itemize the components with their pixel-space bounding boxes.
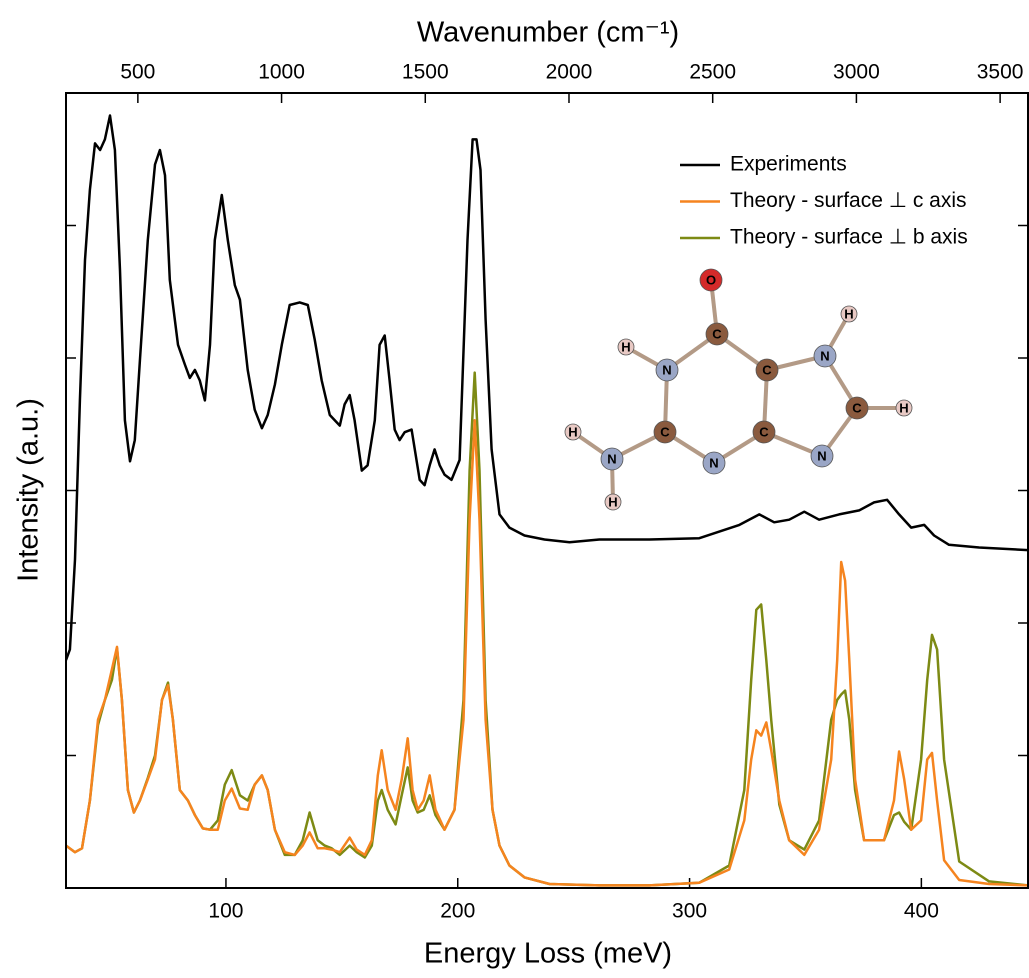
plot-frame: [66, 93, 1028, 888]
atom-label: N: [817, 448, 826, 463]
legend-label: Theory - surface ⊥ b axis: [730, 226, 968, 249]
molecule: O C N H C N H H N C C N H C H N: [565, 269, 912, 510]
atom-label: C: [712, 326, 722, 341]
atom-label: N: [662, 362, 671, 377]
top-tick-label: 3500: [977, 61, 1024, 84]
atom-label: H: [621, 339, 630, 354]
top-tick-label: 1000: [258, 61, 305, 84]
atom-label: C: [759, 424, 769, 439]
top-tick-label: 500: [120, 61, 155, 84]
top-tick-label: 2500: [689, 61, 736, 84]
x-axis-title: Energy Loss (meV): [424, 938, 672, 970]
x-tick-label: 200: [440, 900, 475, 923]
series-line: [66, 420, 1028, 885]
atom-label: C: [852, 400, 862, 415]
series-line: [66, 373, 1028, 886]
chart: Wavenumber (cm⁻¹) Energy Loss (meV) Inte…: [0, 0, 1029, 978]
atom-label: N: [820, 348, 829, 363]
atom-label: H: [844, 306, 853, 321]
x-tick-label: 300: [672, 900, 707, 923]
atom-label: H: [899, 400, 908, 415]
top-axis-title: Wavenumber (cm⁻¹): [417, 17, 679, 49]
atom-label: H: [568, 424, 577, 439]
x-tick-label: 100: [208, 900, 243, 923]
atom-label: H: [608, 494, 617, 509]
atom-label: N: [709, 455, 718, 470]
atom-label: O: [706, 272, 716, 287]
x-tick-label: 400: [904, 900, 939, 923]
legend-label: Theory - surface ⊥ c axis: [730, 189, 967, 212]
legend-label: Experiments: [730, 153, 847, 176]
top-tick-label: 1500: [402, 61, 449, 84]
y-axis-title: Intensity (a.u.): [13, 398, 45, 582]
top-tick-label: 3000: [833, 61, 880, 84]
atom-label: N: [607, 451, 616, 466]
atom-label: C: [660, 424, 670, 439]
top-tick-label: 2000: [546, 61, 593, 84]
atom-label: C: [762, 362, 772, 377]
